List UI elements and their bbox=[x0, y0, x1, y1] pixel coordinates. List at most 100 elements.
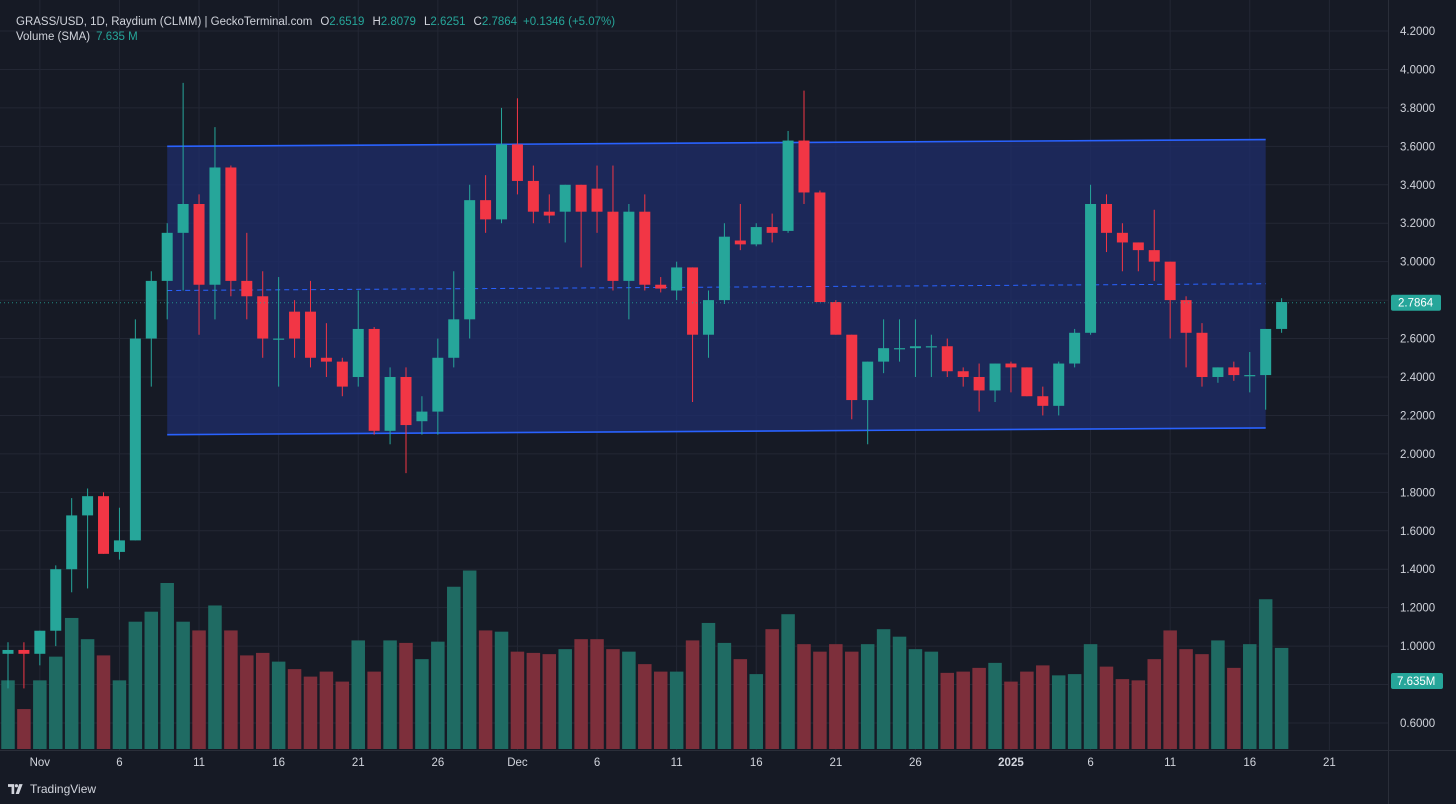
open-label: O bbox=[320, 16, 330, 28]
volume-bar bbox=[49, 656, 63, 749]
candle-body bbox=[1164, 261, 1176, 301]
channel-top-line[interactable] bbox=[167, 138, 1266, 148]
volume-bar bbox=[176, 621, 190, 749]
candle bbox=[894, 319, 906, 362]
candle-body bbox=[750, 227, 762, 245]
candle bbox=[830, 300, 842, 335]
candle-body bbox=[1180, 300, 1192, 333]
volume-bar bbox=[638, 664, 652, 749]
candle bbox=[464, 184, 476, 339]
volume-bar bbox=[1115, 679, 1130, 749]
price-tick-label: 3.4000 bbox=[1400, 180, 1435, 192]
time-tick-label: 26 bbox=[909, 757, 922, 769]
candle bbox=[2, 642, 14, 689]
volume-bar bbox=[128, 621, 143, 749]
volume-bar bbox=[367, 671, 381, 749]
candle bbox=[193, 194, 205, 335]
candle bbox=[973, 363, 985, 412]
candle-body bbox=[145, 280, 157, 339]
volume-bar bbox=[1195, 654, 1209, 749]
legend-volume-row: Volume (SMA) 7.635 M bbox=[16, 30, 615, 45]
time-tick-label: 6 bbox=[594, 757, 600, 769]
candle bbox=[496, 107, 508, 224]
volume-bar bbox=[1067, 674, 1082, 749]
volume-bar bbox=[988, 662, 1002, 749]
footer[interactable]: TradingView bbox=[8, 780, 96, 798]
time-tick-label: 11 bbox=[193, 757, 205, 769]
volume-bar bbox=[208, 605, 222, 749]
volume-bars bbox=[1, 570, 1289, 749]
candle bbox=[702, 290, 714, 358]
channel-bottom-line[interactable] bbox=[167, 427, 1266, 436]
candle bbox=[1196, 323, 1208, 387]
candle-body bbox=[1053, 363, 1065, 406]
price-tick-label: 2.0000 bbox=[1400, 449, 1435, 461]
candle-body bbox=[1116, 232, 1128, 243]
volume-bar bbox=[813, 651, 827, 749]
volume-bar bbox=[876, 629, 891, 749]
candle bbox=[66, 498, 78, 593]
time-axis[interactable]: Nov 6 11 16 21 26 Dec 6 11 16 21 26 2025 6 11 16 21 bbox=[30, 757, 1336, 769]
volume-bar bbox=[908, 649, 923, 749]
candle-body bbox=[830, 302, 842, 335]
candle-body bbox=[257, 296, 269, 339]
time-tick-label: 6 bbox=[116, 757, 122, 769]
candle bbox=[161, 223, 173, 320]
volume-bar bbox=[255, 652, 270, 749]
candle-body bbox=[384, 377, 396, 431]
candle bbox=[145, 271, 157, 387]
volume-bar bbox=[1051, 675, 1066, 749]
candle-body bbox=[1100, 204, 1112, 233]
close-label: C bbox=[473, 16, 482, 28]
time-tick-label: 21 bbox=[1323, 757, 1336, 769]
volume-bar bbox=[1274, 647, 1289, 749]
symbol-title[interactable]: GRASS/USD, 1D, Raydium (CLMM) | GeckoTer… bbox=[16, 16, 313, 28]
candle-body bbox=[82, 496, 94, 516]
channel-mid-line[interactable] bbox=[167, 283, 1266, 291]
volume-label[interactable]: Volume (SMA) bbox=[16, 31, 91, 43]
candle bbox=[480, 175, 492, 233]
candle-body bbox=[66, 515, 78, 570]
time-tick-label: 21 bbox=[352, 757, 365, 769]
price-tick-label: 1.2000 bbox=[1400, 603, 1435, 615]
price-tick-label: 4.0000 bbox=[1400, 64, 1435, 76]
candle bbox=[1085, 184, 1097, 335]
time-tick-label: 16 bbox=[1243, 757, 1256, 769]
candle-body bbox=[814, 192, 826, 303]
volume-bar bbox=[224, 630, 238, 749]
candle-body bbox=[941, 346, 953, 372]
candle-body bbox=[766, 227, 778, 233]
volume-bar bbox=[860, 644, 875, 749]
tradingview-logo-icon bbox=[8, 783, 23, 794]
volume-bar bbox=[829, 644, 843, 749]
candle bbox=[384, 367, 396, 445]
candle-body bbox=[496, 144, 508, 220]
candle bbox=[225, 165, 237, 297]
volume-bar bbox=[781, 614, 795, 749]
close-value: 2.7864 bbox=[481, 16, 518, 28]
candle-body bbox=[655, 284, 667, 289]
price-channel[interactable] bbox=[167, 138, 1266, 436]
time-tick-label: 11 bbox=[1164, 757, 1176, 769]
price-axis[interactable]: 0.60000.80001.00001.20001.40001.60001.80… bbox=[1391, 26, 1443, 730]
volume-bar bbox=[17, 709, 31, 749]
candle-body bbox=[607, 211, 619, 281]
time-tick-label: 16 bbox=[272, 757, 285, 769]
candle bbox=[607, 165, 619, 291]
volume-bar bbox=[765, 629, 779, 749]
candle bbox=[1212, 367, 1224, 383]
price-tick-label: 3.8000 bbox=[1400, 103, 1435, 115]
volume-bar bbox=[526, 652, 541, 749]
candle-body bbox=[846, 334, 858, 401]
candle bbox=[320, 323, 332, 377]
volume-bar bbox=[542, 654, 557, 749]
candle-body bbox=[1196, 332, 1208, 377]
candle bbox=[209, 127, 221, 320]
time-tick-label: Dec bbox=[507, 757, 528, 769]
candle bbox=[432, 338, 444, 435]
candle-body bbox=[1037, 396, 1049, 406]
candle bbox=[909, 319, 921, 377]
candle-body bbox=[50, 569, 62, 631]
